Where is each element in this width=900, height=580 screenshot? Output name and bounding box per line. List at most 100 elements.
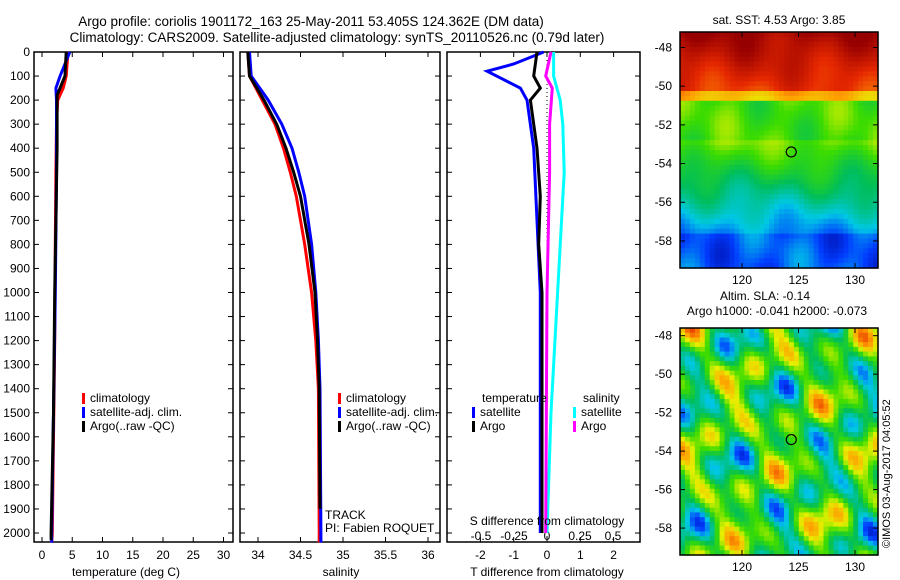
map-cell xyxy=(724,140,731,146)
map-cell xyxy=(793,503,800,509)
map-cell xyxy=(803,384,810,391)
map-cell xyxy=(724,332,731,339)
map-cell xyxy=(734,86,741,92)
map-cell xyxy=(858,204,864,210)
map-cell xyxy=(788,474,795,480)
map-cell xyxy=(714,130,721,136)
map-cell xyxy=(719,545,726,551)
map-cell xyxy=(813,361,820,367)
map-cell xyxy=(868,56,874,63)
map-cell xyxy=(734,150,741,156)
map-cell xyxy=(813,493,820,499)
map-cell xyxy=(853,432,859,438)
map-cell xyxy=(680,436,686,443)
map-cell xyxy=(694,209,701,215)
map-cell xyxy=(838,179,844,186)
map-cell xyxy=(709,417,716,424)
map-cell xyxy=(685,209,691,215)
map-cell xyxy=(784,503,790,509)
map-cell xyxy=(774,86,780,92)
map-cell xyxy=(699,422,706,428)
map-cell xyxy=(685,120,691,127)
map-cell xyxy=(719,469,726,476)
map-cell xyxy=(734,71,741,77)
map-cell xyxy=(858,332,864,339)
x-tick-label: 25 xyxy=(187,548,201,562)
map-cell xyxy=(779,110,785,117)
map-cell xyxy=(863,503,869,509)
map-cell xyxy=(848,159,854,166)
map-cell xyxy=(784,213,790,220)
map-cell xyxy=(843,41,849,48)
map-cell xyxy=(868,243,874,249)
map-cell xyxy=(699,135,706,141)
map-cell xyxy=(873,258,879,264)
map-cell xyxy=(833,536,840,542)
map-cell xyxy=(863,465,869,471)
map-cell xyxy=(734,218,741,225)
map-cell xyxy=(774,81,780,87)
map-cell xyxy=(704,223,711,230)
map-cell xyxy=(694,507,701,514)
map-cell xyxy=(818,204,825,210)
map-cell xyxy=(769,91,775,97)
map-cell xyxy=(779,145,785,151)
map-cell xyxy=(739,512,745,518)
map-cell xyxy=(764,498,770,504)
map-cell xyxy=(873,120,879,127)
map-cell xyxy=(734,389,741,395)
map-cell xyxy=(739,100,745,107)
map-cell xyxy=(729,120,736,127)
map-cell xyxy=(754,413,760,419)
map-cell xyxy=(734,46,741,53)
map-cell xyxy=(833,164,840,171)
map-cell xyxy=(813,110,820,117)
map-cell xyxy=(719,503,726,509)
map-cell xyxy=(863,441,869,447)
map-cell xyxy=(779,184,785,190)
map-cell xyxy=(714,174,721,181)
map-cell xyxy=(784,174,790,181)
map-cell xyxy=(759,441,765,447)
map-cell xyxy=(798,56,805,63)
map-cell xyxy=(838,469,844,476)
map-cell xyxy=(838,194,844,200)
map-cell xyxy=(699,417,706,424)
map-cell xyxy=(833,403,840,410)
map-cell xyxy=(848,213,854,220)
map-cell xyxy=(694,76,701,82)
map-cell xyxy=(724,159,731,166)
map-cell xyxy=(828,76,835,82)
map-cell xyxy=(759,154,765,161)
y-tick-label: 700 xyxy=(10,213,30,227)
map-cell xyxy=(689,413,696,419)
map-cell xyxy=(873,233,879,240)
map-cell xyxy=(744,380,750,386)
map-cell xyxy=(833,436,840,443)
map-cell xyxy=(823,184,830,190)
map-cell xyxy=(858,86,864,92)
map-cell xyxy=(779,199,785,205)
map-cell xyxy=(808,95,815,102)
y-tick-label: -58 xyxy=(655,521,673,535)
map-cell xyxy=(784,46,790,53)
map-cell xyxy=(680,56,686,63)
map-cell xyxy=(739,56,745,63)
map-cell xyxy=(808,120,815,127)
map-cell xyxy=(858,100,864,107)
map-cell xyxy=(709,110,716,117)
map-cell xyxy=(694,441,701,447)
map-cell xyxy=(838,417,844,424)
map-cell xyxy=(813,105,820,112)
x-tick-label: 0 xyxy=(544,548,551,562)
map-cell xyxy=(833,517,840,523)
legend-label: climatology xyxy=(90,391,150,405)
map-cell xyxy=(714,536,721,542)
map-cell xyxy=(818,432,825,438)
x-tick-label: 1 xyxy=(577,548,584,562)
map-cell xyxy=(818,436,825,443)
map-cell xyxy=(873,51,879,58)
map-cell xyxy=(759,61,765,68)
map-cell xyxy=(685,150,691,156)
map-cell xyxy=(744,100,750,107)
